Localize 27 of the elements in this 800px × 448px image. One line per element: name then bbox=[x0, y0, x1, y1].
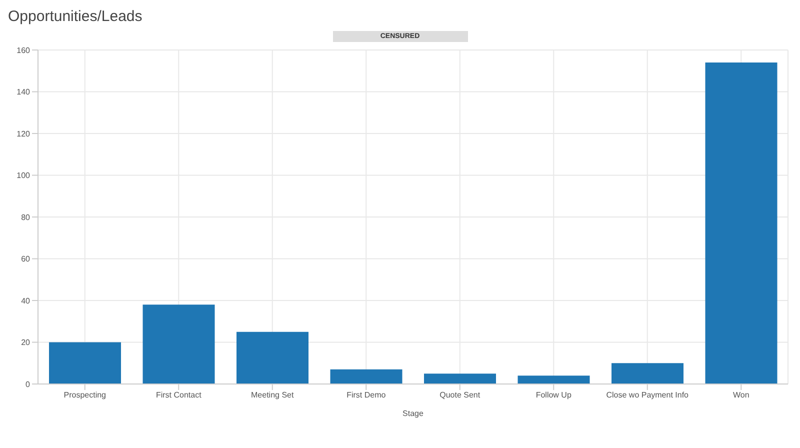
x-tick-label: Meeting Set bbox=[251, 390, 294, 400]
y-tick-label: 100 bbox=[16, 171, 31, 180]
x-tick-label: Prospecting bbox=[64, 390, 106, 400]
y-tick-label: 0 bbox=[26, 380, 31, 389]
x-tick-label: First Demo bbox=[346, 390, 386, 400]
x-axis-title: Stage bbox=[402, 409, 424, 418]
x-tick-label: Close wo Payment Info bbox=[606, 390, 690, 400]
y-tick-label: 40 bbox=[21, 296, 31, 306]
bar bbox=[705, 62, 778, 384]
bar bbox=[49, 342, 121, 384]
bar bbox=[518, 376, 590, 384]
x-tick-label: Quote Sent bbox=[440, 390, 481, 400]
bar bbox=[612, 363, 684, 384]
x-tick-label: Won bbox=[732, 390, 750, 400]
chart-title: Opportunities/Leads bbox=[8, 8, 144, 25]
x-tick-label: First Contact bbox=[156, 390, 202, 400]
y-tick-label: 60 bbox=[21, 254, 31, 264]
bar bbox=[330, 369, 402, 384]
bar bbox=[142, 304, 215, 384]
y-tick-label: 120 bbox=[16, 129, 31, 138]
y-tick-label: 140 bbox=[16, 88, 31, 97]
bar bbox=[424, 374, 496, 384]
y-tick-label: 20 bbox=[21, 338, 31, 348]
bar bbox=[236, 332, 308, 384]
y-tick-label: 80 bbox=[21, 212, 31, 222]
y-tick-label: 160 bbox=[16, 46, 31, 55]
x-tick-label: Follow Up bbox=[536, 390, 572, 400]
